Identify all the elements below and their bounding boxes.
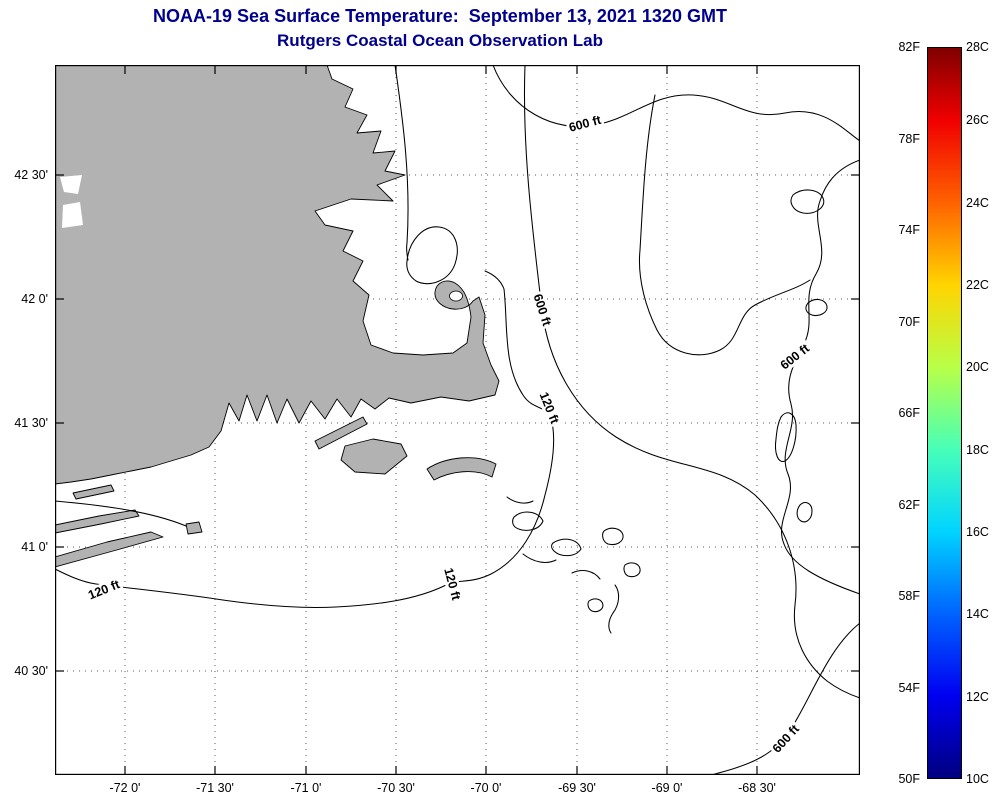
depth-contour-120ft-cape: [55, 270, 555, 609]
elizabeth-islands: [314, 416, 368, 450]
x-axis-tick-label: -70 30': [377, 781, 415, 795]
depth-contour-600ft-north: [492, 65, 860, 142]
colorbar-celsius-label: 24C: [966, 195, 989, 210]
depth-contour-600ft-mideast: [638, 94, 811, 356]
colorbar-celsius-label: 28C: [966, 40, 989, 54]
depth-contour-bay-feeder: [394, 65, 409, 261]
depth-contour-cape-cod-bay: [406, 226, 458, 285]
x-axis-tick-label: -68 30': [738, 781, 776, 795]
provincetown-harbor: [449, 290, 463, 302]
long-island-north-fork: [55, 509, 140, 534]
x-axis-tick-label: -70 0': [470, 781, 502, 795]
shoal-contour: [522, 553, 557, 563]
nearshore-contour: [55, 500, 187, 527]
eddy-contour: [805, 298, 828, 316]
colorbar-celsius-label: 14C: [966, 607, 989, 622]
nantucket-island: [426, 457, 497, 481]
shoal-contour: [512, 511, 544, 531]
depth-contour-600ft-southeast: [710, 622, 860, 775]
mainland-new-england: [55, 65, 500, 485]
colorbar-fahrenheit-label: 70F: [898, 314, 920, 329]
colorbar-celsius-label: 26C: [966, 113, 989, 128]
colorbar-celsius-label: 16C: [966, 524, 989, 539]
shoal-contour: [571, 570, 601, 580]
y-axis-tick-label: 42 30': [14, 168, 48, 182]
figure-header: NOAA-19 Sea Surface Temperature: Septemb…: [40, 6, 840, 51]
map-svg: [55, 65, 860, 775]
colorbar-fahrenheit-label: 62F: [898, 497, 920, 512]
colorbar-celsius-label: 20C: [966, 360, 989, 375]
shoal-contour: [587, 598, 604, 613]
depth-contour-600ft-central: [523, 65, 860, 699]
colorbar-fahrenheit-label: 54F: [898, 680, 920, 695]
colorbar-celsius-label: 10C: [966, 772, 989, 786]
temperature-colorbar: [927, 47, 962, 779]
long-island-south-fork: [55, 531, 164, 568]
page-title: NOAA-19 Sea Surface Temperature: Septemb…: [153, 6, 727, 26]
marthas-vineyard-island: [340, 438, 408, 475]
shoal-contour: [551, 538, 582, 557]
y-axis-tick-label: 41 0': [21, 540, 48, 554]
inland-water-patch: [60, 175, 82, 194]
x-axis-tick-label: -72 0': [109, 781, 141, 795]
map-border: [55, 65, 860, 775]
map-plot: 600 ft 600 ft 120 ft 600 ft 120 ft 120 ft 600 …: [55, 65, 860, 775]
colorbar-fahrenheit-label: 74F: [898, 223, 920, 237]
x-axis-tick-label: -69 30': [558, 781, 596, 795]
x-axis-tick-label: -69 0': [651, 781, 683, 795]
tick-layer: [55, 65, 860, 775]
colorbar-fahrenheit-label: 82F: [898, 40, 920, 54]
shoal-contour: [602, 527, 624, 545]
colorbar-celsius-scale: 28C 26C 24C 22C 20C 18C 16C 14C 12C 10C: [966, 40, 1000, 786]
x-axis-tick-label: -71 0': [290, 781, 322, 795]
colorbar-fahrenheit-scale: 82F 78F 74F 70F 66F 62F 58F 54F 50F: [858, 40, 920, 786]
colorbar-celsius-label: 18C: [966, 442, 989, 457]
fishers-island: [72, 484, 115, 500]
depth-contour-600ft-east: [781, 159, 860, 595]
eddy-contour: [790, 189, 825, 214]
inland-water-patch: [62, 202, 83, 228]
y-axis-tick-label: 40 30': [14, 664, 48, 678]
colorbar-fahrenheit-label: 58F: [898, 589, 920, 603]
shoal-contour: [608, 584, 620, 634]
land-layer: [55, 65, 500, 568]
colorbar-fahrenheit-label: 78F: [898, 131, 920, 146]
colorbar-celsius-label: 12C: [966, 689, 989, 704]
shoal-contour: [506, 496, 534, 504]
shoal-contour: [623, 562, 641, 578]
colorbar-celsius-label: 22C: [966, 277, 989, 292]
y-axis-tick-label: 42 0': [21, 292, 48, 306]
block-island: [185, 521, 203, 535]
eddy-contour: [775, 412, 797, 463]
eddy-contour: [796, 502, 813, 523]
x-axis-tick-label: -71 30': [196, 781, 234, 795]
y-axis-tick-label: 41 30': [14, 416, 48, 430]
colorbar-fahrenheit-label: 66F: [898, 406, 920, 420]
colorbar-fahrenheit-label: 50F: [898, 772, 920, 786]
page-subtitle: Rutgers Coastal Ocean Observation Lab: [277, 31, 603, 50]
